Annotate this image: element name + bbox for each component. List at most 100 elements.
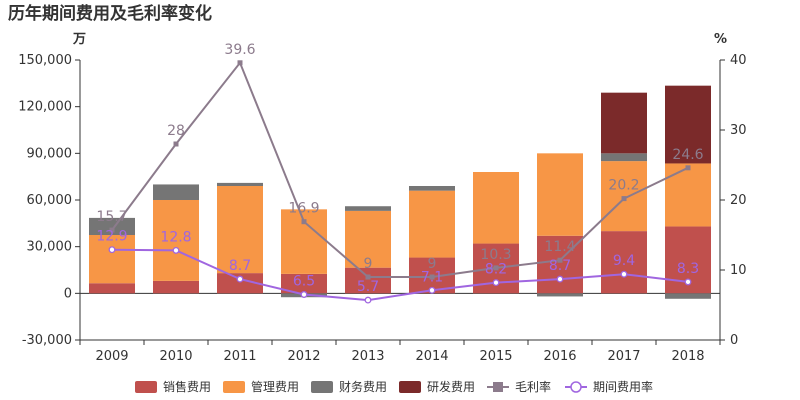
data-label-期间费用率: 7.1	[421, 269, 443, 285]
bar-财务费用-2018	[665, 293, 711, 299]
data-label-毛利率: 10.3	[480, 247, 511, 263]
data-label-毛利率: 28	[167, 123, 185, 139]
legend-swatch-管理费用	[223, 381, 245, 393]
x-tick-label: 2017	[607, 349, 640, 364]
x-tick-label: 2009	[95, 349, 128, 364]
marker-期间费用率	[556, 275, 564, 283]
x-tick-label: 2011	[223, 349, 256, 364]
left-tick-label: 150,000	[18, 53, 72, 68]
right-unit: %	[714, 32, 727, 47]
bar-财务费用-2009	[89, 217, 135, 235]
right-tick-label: 20	[730, 193, 747, 208]
right-tick-label: 0	[730, 333, 738, 348]
data-label-期间费用率: 9.4	[613, 253, 635, 269]
bar-销售费用-2010	[153, 280, 199, 294]
data-label-毛利率: 15.7	[96, 209, 127, 225]
bar-管理费用-2010	[153, 200, 199, 281]
bar-销售费用-2009	[89, 283, 135, 294]
line-期间费用率	[111, 248, 689, 302]
bar-研发费用-2017	[601, 92, 647, 154]
bar-财务费用-2011	[217, 182, 263, 186]
legend-swatch-研发费用	[399, 381, 421, 393]
legend-marker-毛利率	[493, 382, 503, 392]
marker-毛利率	[173, 141, 179, 147]
left-tick-label: -30,000	[22, 333, 72, 348]
marker-毛利率	[109, 227, 115, 233]
bar-管理费用-2009	[89, 235, 135, 284]
legend-label-期间费用率: 期间费用率	[593, 379, 653, 394]
data-label-期间费用率: 12.9	[96, 229, 127, 245]
legend: 销售费用 管理费用 财务费用 研发费用 毛利率 期间费用率	[135, 379, 653, 394]
bar-管理费用-2016	[537, 153, 583, 236]
legend-label-财务费用: 财务费用	[339, 379, 387, 394]
right-tick-label: 30	[730, 123, 747, 138]
legend-label-研发费用: 研发费用	[427, 379, 475, 394]
marker-毛利率	[365, 274, 371, 280]
data-label-毛利率: 9	[428, 256, 437, 272]
bar-销售费用-2012	[281, 273, 327, 294]
bar-财务费用-2014	[409, 186, 455, 191]
left-tick-label: 0	[64, 286, 72, 301]
right-tick-label: 40	[730, 53, 747, 68]
bar-财务费用-2013	[345, 206, 391, 211]
x-tick-label: 2016	[543, 349, 576, 364]
legend-swatch-销售费用	[135, 381, 157, 393]
lines	[108, 60, 692, 304]
chart-title: 历年期间费用及毛利率变化	[8, 3, 212, 24]
x-tick-label: 2013	[351, 349, 384, 364]
data-label-期间费用率: 8.3	[677, 261, 699, 277]
left-tick-label: 60,000	[27, 193, 73, 208]
x-tick-label: 2018	[671, 349, 704, 364]
legend-marker-期间费用率	[570, 381, 582, 393]
marker-毛利率	[237, 60, 243, 66]
marker-期间费用率	[108, 246, 116, 254]
marker-毛利率	[301, 219, 307, 225]
right-tick-label: 10	[730, 263, 747, 278]
bar-销售费用-2013	[345, 267, 391, 294]
marker-毛利率	[685, 165, 691, 171]
marker-毛利率	[621, 196, 627, 202]
data-label-期间费用率: 5.7	[357, 279, 379, 295]
bar-管理费用-2014	[409, 190, 455, 258]
data-label-毛利率: 11.4	[544, 239, 575, 255]
marker-毛利率	[429, 274, 435, 280]
data-label-毛利率: 16.9	[288, 201, 319, 217]
marker-毛利率	[557, 257, 563, 263]
marker-期间费用率	[300, 291, 308, 298]
data-label-毛利率: 20.2	[608, 178, 639, 194]
bar-财务费用-2010	[153, 184, 199, 200]
data-label-期间费用率: 8.7	[229, 258, 251, 274]
bar-管理费用-2012	[281, 209, 327, 274]
bar-财务费用-2016	[537, 293, 583, 297]
left-tick-label: 30,000	[27, 240, 73, 255]
data-label-毛利率: 24.6	[672, 147, 703, 163]
data-label-期间费用率: 8.7	[549, 258, 571, 274]
bar-销售费用-2011	[217, 273, 263, 294]
bar-销售费用-2017	[601, 231, 647, 294]
data-labels: 15.7 28 39.6 16.9 9 9 10.3 11.4 20.2 24.6 12.9 12.8…	[96, 42, 703, 295]
legend-swatch-财务费用	[311, 381, 333, 393]
legend-label-销售费用: 销售费用	[163, 379, 211, 394]
bar-管理费用-2013	[345, 210, 391, 268]
marker-毛利率	[493, 265, 499, 271]
data-label-期间费用率: 6.5	[293, 274, 315, 290]
bar-研发费用-2018	[665, 85, 711, 164]
marker-期间费用率	[364, 296, 372, 304]
marker-期间费用率	[172, 246, 180, 254]
left-unit: 万	[72, 32, 86, 47]
x-tick-label: 2012	[287, 349, 320, 364]
bar-管理费用-2015	[473, 172, 519, 244]
axes: -30,000 0 30,000 60,000 90,000 120,000 150,000…	[18, 53, 746, 364]
data-label-期间费用率: 8.2	[485, 262, 507, 278]
legend-label-管理费用: 管理费用	[251, 379, 299, 394]
marker-期间费用率	[236, 275, 244, 283]
left-tick-label: 120,000	[18, 100, 72, 115]
data-label-毛利率: 39.6	[224, 42, 255, 58]
marker-期间费用率	[492, 279, 500, 287]
data-label-毛利率: 9	[364, 256, 373, 272]
legend-label-毛利率: 毛利率	[515, 379, 551, 394]
marker-期间费用率	[684, 278, 692, 286]
x-tick-label: 2015	[479, 349, 512, 364]
line-毛利率	[111, 60, 689, 278]
